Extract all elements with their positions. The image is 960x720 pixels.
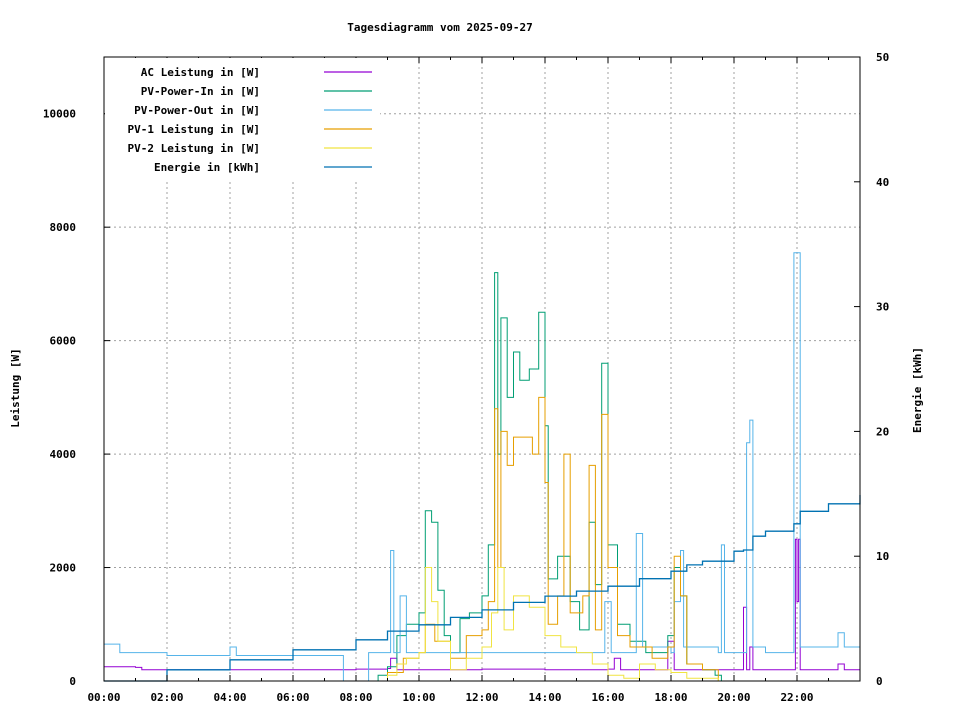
y-tick-label: 8000: [50, 221, 77, 234]
y2-tick-label: 0: [876, 675, 883, 688]
x-tick-label: 18:00: [654, 691, 687, 704]
series-line-pv-1-leistung-in-w: [362, 396, 719, 682]
y-tick-label: 0: [69, 675, 76, 688]
series-group: [104, 252, 861, 682]
series-line-pv-2-leistung-in-w: [362, 567, 719, 682]
legend: AC Leistung in [W] PV-Power-In in [W] PV-P…: [128, 66, 372, 174]
chart-title: Tagesdiagramm vom 2025-09-27: [347, 21, 532, 34]
x-tick-label: 16:00: [591, 691, 624, 704]
x-tick-label: 10:00: [402, 691, 435, 704]
y2-axis-label: Energie [kWh]: [911, 347, 924, 433]
y2-tick-label: 50: [876, 51, 889, 64]
series-line-energie-in-kwh: [104, 495, 861, 682]
y-tick-label: 4000: [50, 448, 77, 461]
legend-label: PV-1 Leistung in [W]: [128, 123, 260, 136]
x-tick-label: 02:00: [150, 691, 183, 704]
x-tick-label: 20:00: [717, 691, 750, 704]
legend-label: PV-2 Leistung in [W]: [128, 142, 260, 155]
legend-label: Energie in [kWh]: [154, 161, 260, 174]
y-tick-label: 2000: [50, 562, 77, 575]
x-tick-label: 12:00: [465, 691, 498, 704]
legend-label: PV-Power-In in [W]: [141, 85, 260, 98]
y2-tick-label: 20: [876, 425, 889, 438]
y2-tick-label: 40: [876, 176, 889, 189]
legend-label: AC Leistung in [W]: [141, 66, 260, 79]
x-tick-label: 14:00: [528, 691, 561, 704]
x-tick-label: 06:00: [276, 691, 309, 704]
y2-tick-label: 10: [876, 550, 889, 563]
legend-label: PV-Power-Out in [W]: [134, 104, 260, 117]
y2-tick-label: 30: [876, 301, 889, 314]
x-tick-label: 22:00: [780, 691, 813, 704]
series-line-pv-power-out-in-w: [104, 252, 861, 682]
x-tick-label: 00:00: [87, 691, 120, 704]
series-line-pv-power-in-in-w: [362, 272, 722, 682]
y-tick-label: 10000: [43, 108, 76, 121]
legend-background: [105, 58, 380, 180]
x-tick-label: 04:00: [213, 691, 246, 704]
x-tick-label: 08:00: [339, 691, 372, 704]
y-tick-label: 6000: [50, 335, 77, 348]
y-axis-label: Leistung [W]: [9, 348, 22, 427]
